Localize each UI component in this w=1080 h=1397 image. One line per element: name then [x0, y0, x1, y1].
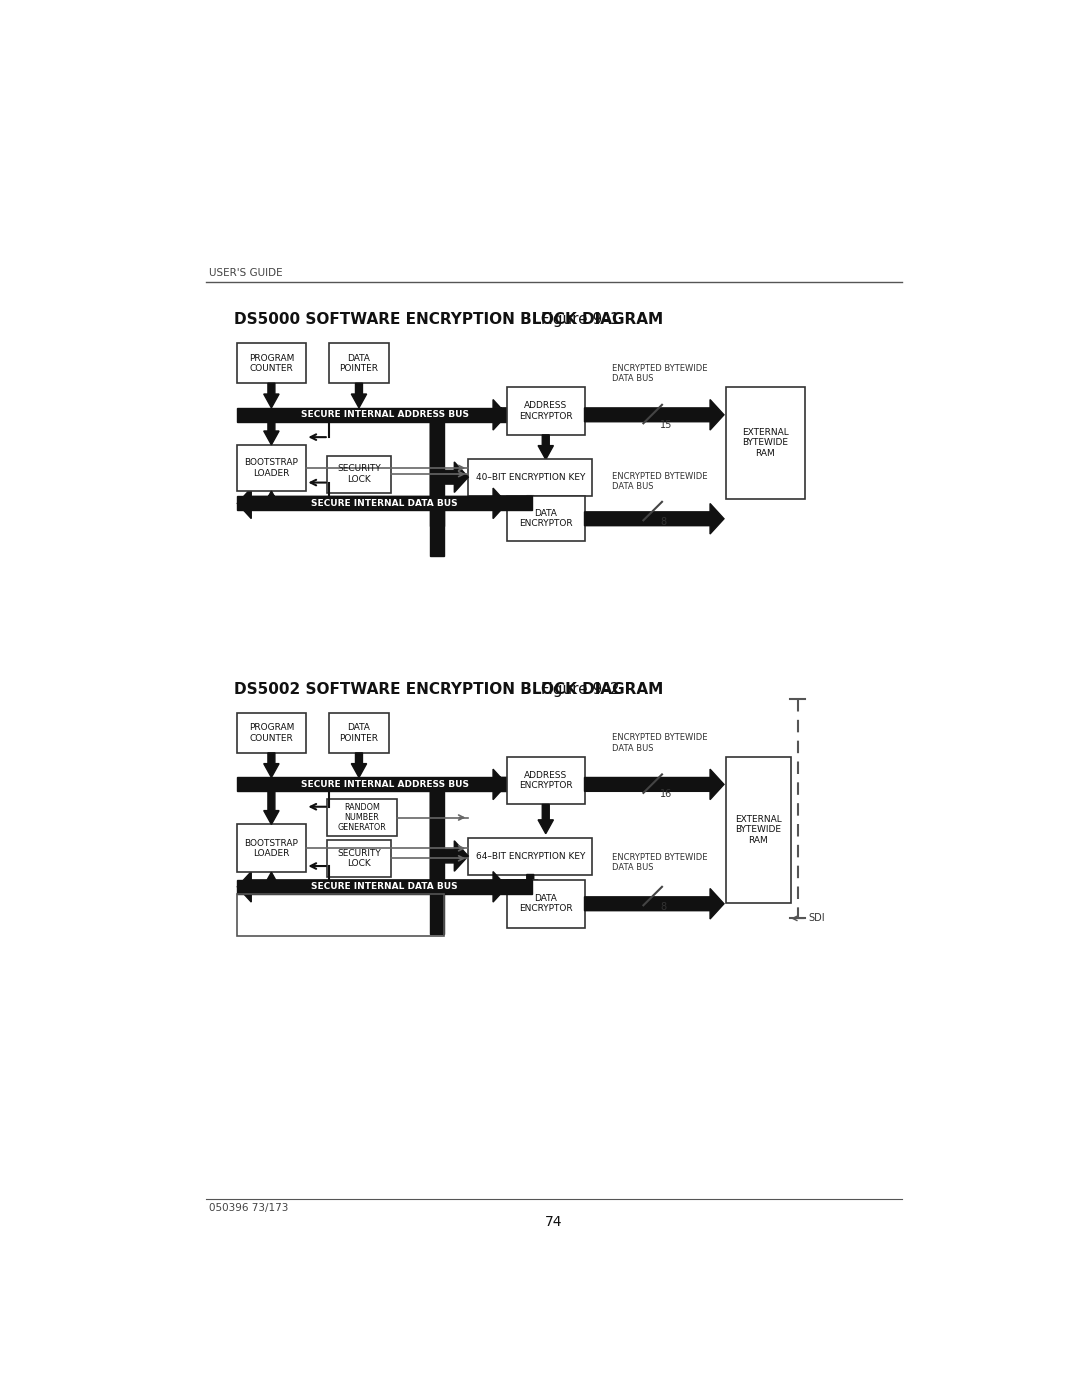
- Text: Figure 9–2: Figure 9–2: [537, 682, 620, 697]
- Polygon shape: [523, 875, 538, 894]
- Bar: [507, 757, 584, 805]
- Bar: [238, 496, 531, 510]
- Polygon shape: [351, 753, 366, 778]
- Polygon shape: [238, 872, 531, 902]
- Bar: [327, 840, 391, 877]
- Text: SECURE INTERNAL DATA BUS: SECURE INTERNAL DATA BUS: [311, 499, 458, 509]
- Polygon shape: [444, 462, 469, 492]
- Polygon shape: [422, 420, 453, 514]
- Bar: [238, 824, 306, 872]
- Text: EXTERNAL
BYTEWIDE
RAM: EXTERNAL BYTEWIDE RAM: [742, 427, 788, 458]
- Bar: [328, 344, 389, 383]
- Text: DATA
ENCRYPTOR: DATA ENCRYPTOR: [518, 894, 572, 914]
- Bar: [238, 344, 306, 383]
- Polygon shape: [264, 422, 279, 444]
- Text: 8: 8: [661, 902, 666, 912]
- Bar: [430, 791, 444, 933]
- Text: 40–BIT ENCRYPTION KEY: 40–BIT ENCRYPTION KEY: [475, 472, 585, 482]
- Polygon shape: [264, 791, 279, 824]
- Bar: [238, 712, 306, 753]
- Text: SDI: SDI: [809, 914, 825, 923]
- Text: ENCRYPTED BYTEWIDE
DATA BUS: ENCRYPTED BYTEWIDE DATA BUS: [611, 852, 707, 872]
- Bar: [238, 444, 306, 490]
- Text: DS5000 SOFTWARE ENCRYPTION BLOCK DIAGRAM: DS5000 SOFTWARE ENCRYPTION BLOCK DIAGRAM: [234, 312, 663, 327]
- Text: ADDRESS
ENCRYPTOR: ADDRESS ENCRYPTOR: [518, 771, 572, 791]
- Polygon shape: [584, 503, 724, 534]
- Text: DATA
ENCRYPTOR: DATA ENCRYPTOR: [518, 509, 572, 528]
- Text: 74: 74: [544, 1215, 563, 1229]
- Text: ENCRYPTED BYTEWIDE
DATA BUS: ENCRYPTED BYTEWIDE DATA BUS: [611, 363, 707, 383]
- Text: ENCRYPTED BYTEWIDE
DATA BUS: ENCRYPTED BYTEWIDE DATA BUS: [611, 733, 707, 753]
- Bar: [726, 387, 805, 499]
- Bar: [327, 455, 391, 493]
- Text: RANDOM
NUMBER
GENERATOR: RANDOM NUMBER GENERATOR: [338, 803, 387, 833]
- Text: ADDRESS
ENCRYPTOR: ADDRESS ENCRYPTOR: [518, 401, 572, 420]
- Polygon shape: [538, 434, 553, 460]
- Text: PROGRAM
COUNTER: PROGRAM COUNTER: [248, 724, 294, 743]
- Text: 8: 8: [661, 517, 666, 527]
- Text: 64–BIT ENCRYPTION KEY: 64–BIT ENCRYPTION KEY: [475, 852, 585, 861]
- Text: ENCRYPTED BYTEWIDE
DATA BUS: ENCRYPTED BYTEWIDE DATA BUS: [611, 472, 707, 490]
- Bar: [469, 838, 592, 875]
- Polygon shape: [351, 383, 366, 408]
- Bar: [238, 778, 531, 791]
- Bar: [238, 880, 531, 894]
- Text: USER'S GUIDE: USER'S GUIDE: [208, 268, 282, 278]
- Text: PROGRAM
COUNTER: PROGRAM COUNTER: [248, 353, 294, 373]
- Text: BOOTSTRAP
LOADER: BOOTSTRAP LOADER: [244, 458, 298, 478]
- Bar: [507, 387, 584, 434]
- Text: DATA
POINTER: DATA POINTER: [339, 353, 378, 373]
- Polygon shape: [584, 888, 724, 919]
- Text: DATA
POINTER: DATA POINTER: [339, 724, 378, 743]
- Polygon shape: [584, 400, 724, 430]
- Polygon shape: [238, 488, 531, 518]
- Text: Figure 9–1: Figure 9–1: [537, 312, 620, 327]
- Text: SECURE INTERNAL ADDRESS BUS: SECURE INTERNAL ADDRESS BUS: [300, 780, 469, 789]
- Text: SECURITY
LOCK: SECURITY LOCK: [337, 848, 381, 868]
- Polygon shape: [422, 789, 453, 898]
- Polygon shape: [264, 872, 279, 886]
- Text: EXTERNAL
BYTEWIDE
RAM: EXTERNAL BYTEWIDE RAM: [735, 814, 782, 845]
- Text: SECURITY
LOCK: SECURITY LOCK: [337, 464, 381, 483]
- Polygon shape: [264, 383, 279, 408]
- Text: SECURE INTERNAL DATA BUS: SECURE INTERNAL DATA BUS: [311, 883, 458, 891]
- Text: SECURE INTERNAL ADDRESS BUS: SECURE INTERNAL ADDRESS BUS: [300, 411, 469, 419]
- Bar: [507, 496, 584, 541]
- Bar: [430, 422, 444, 556]
- Text: DS5002 SOFTWARE ENCRYPTION BLOCK DIAGRAM: DS5002 SOFTWARE ENCRYPTION BLOCK DIAGRAM: [234, 682, 663, 697]
- Polygon shape: [538, 805, 553, 834]
- Polygon shape: [494, 400, 531, 430]
- Polygon shape: [264, 753, 279, 778]
- Bar: [469, 458, 592, 496]
- Bar: [328, 712, 389, 753]
- Polygon shape: [494, 770, 531, 799]
- Text: BOOTSTRAP
LOADER: BOOTSTRAP LOADER: [244, 838, 298, 858]
- Bar: [507, 880, 584, 928]
- Polygon shape: [494, 488, 531, 518]
- Polygon shape: [444, 841, 469, 872]
- Polygon shape: [523, 496, 538, 517]
- Text: 15: 15: [661, 420, 673, 430]
- Polygon shape: [494, 872, 531, 902]
- Polygon shape: [264, 490, 279, 504]
- Bar: [238, 894, 444, 936]
- Text: 050396 73/173: 050396 73/173: [208, 1203, 288, 1213]
- Bar: [327, 799, 397, 835]
- Bar: [238, 408, 531, 422]
- Bar: [726, 757, 792, 902]
- Polygon shape: [584, 770, 724, 799]
- Bar: [430, 510, 444, 525]
- Text: 16: 16: [661, 789, 673, 799]
